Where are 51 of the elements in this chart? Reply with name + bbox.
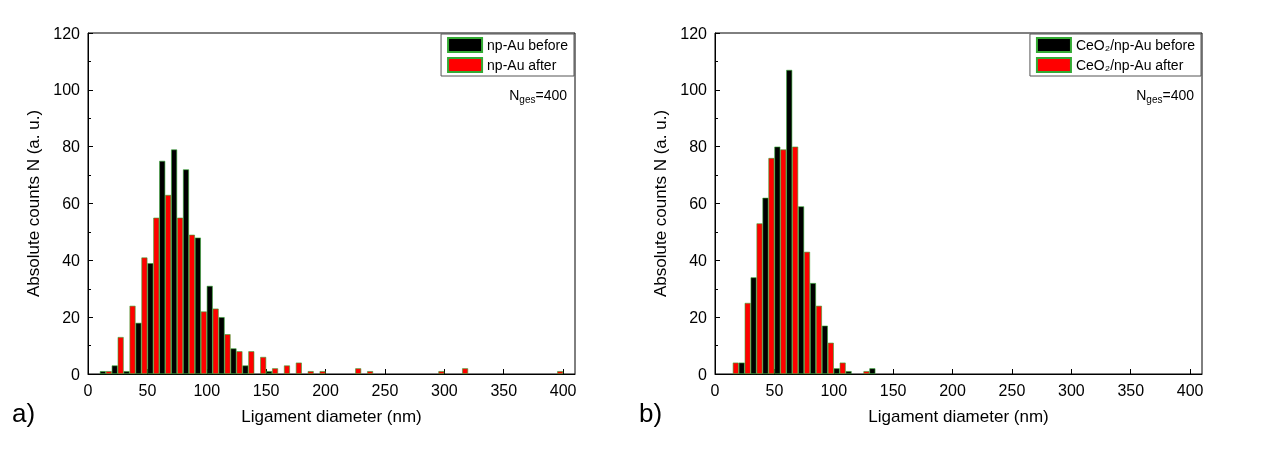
y-tick-label: 120	[680, 24, 708, 42]
y-tick-label: 0	[698, 365, 708, 383]
x-tick-label: 350	[490, 381, 518, 399]
bar	[319, 371, 326, 374]
y-tick-label: 80	[62, 138, 81, 156]
x-tick-label: 50	[138, 381, 157, 399]
x-tick-label: 300	[430, 381, 458, 399]
x-tick-label: 250	[371, 381, 399, 399]
y-tick-label: 60	[62, 195, 81, 212]
legend-label: CeO₂/np-Au before	[1075, 37, 1196, 53]
text: b)	[639, 398, 663, 428]
y-tick-label: 40	[689, 251, 708, 269]
x-tick-label: 50	[765, 381, 784, 399]
y-axis-title: Absolute counts N (a. u.)	[651, 109, 671, 298]
x-tick-label: 150	[252, 381, 280, 399]
x-tick-label: 150	[879, 381, 907, 399]
y-tick-label: 20	[689, 308, 708, 326]
x-tick-label: 400	[1176, 381, 1204, 399]
y-tick-label: 100	[680, 81, 708, 99]
legend-label: np-Au before	[487, 37, 569, 53]
y-tick-label: 60	[689, 195, 708, 212]
legend-label: CeO₂/np-Au after	[1075, 57, 1184, 73]
x-tick-label: 100	[193, 381, 221, 399]
bar	[355, 368, 362, 374]
x-tick-label: 250	[998, 381, 1026, 399]
text: a)	[12, 398, 36, 428]
bar	[367, 371, 374, 374]
legend-label: np-Au after	[487, 57, 557, 73]
y-tick-label: 0	[71, 365, 81, 383]
y-tick-label: 40	[62, 251, 81, 269]
bar	[438, 371, 445, 374]
bar	[557, 371, 564, 374]
x-tick-label: 350	[1117, 381, 1145, 399]
x-tick-label: 400	[549, 381, 577, 399]
y-tick-label: 20	[62, 308, 81, 326]
y-axis-title: Absolute counts N (a. u.)	[24, 109, 44, 298]
bar	[295, 362, 302, 374]
x-tick-label: 0	[83, 381, 93, 399]
x-axis-title: Ligament diameter (nm)	[241, 407, 422, 426]
x-tick-label: 100	[820, 381, 848, 399]
bar	[462, 368, 469, 374]
bar	[307, 371, 314, 374]
x-axis-title: Ligament diameter (nm)	[868, 407, 1049, 426]
x-tick-label: 0	[710, 381, 720, 399]
x-tick-label: 200	[939, 381, 967, 399]
bar	[283, 365, 290, 374]
y-tick-label: 80	[689, 138, 708, 156]
y-tick-label: 100	[53, 81, 81, 99]
x-tick-label: 200	[312, 381, 340, 399]
y-tick-label: 120	[53, 24, 81, 42]
x-tick-label: 300	[1057, 381, 1085, 399]
